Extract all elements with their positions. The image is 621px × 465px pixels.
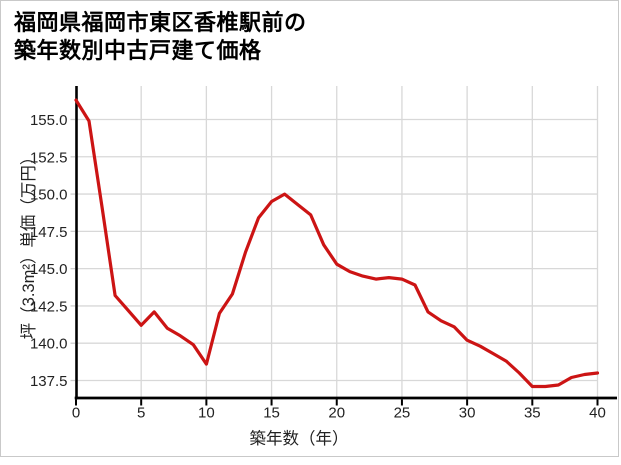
y-tick-label: 142.5 xyxy=(30,298,68,315)
y-tick-label: 150.0 xyxy=(30,187,68,204)
price-curve xyxy=(74,98,600,389)
chart-title-line1: 福岡県福岡市東区香椎駅前の xyxy=(14,10,307,35)
x-tick-label: 5 xyxy=(137,405,145,422)
chart-title-line2: 築年数別中古戸建て価格 xyxy=(14,38,262,63)
chart-panel: 福岡県福岡市東区香椎駅前の 築年数別中古戸建て価格 0 5 10 15 20 25 30 35… xyxy=(0,0,619,457)
x-tick-label: 25 xyxy=(394,405,411,422)
x-tick-label: 20 xyxy=(328,405,345,422)
y-tick-label: 145.0 xyxy=(30,261,68,278)
x-tick-label: 10 xyxy=(198,405,215,422)
x-tick-label: 30 xyxy=(459,405,476,422)
y-tick-label: 147.5 xyxy=(30,224,68,241)
x-tick-label: 15 xyxy=(263,405,280,422)
chart-title: 福岡県福岡市東区香椎駅前の 築年数別中古戸建て価格 xyxy=(14,9,307,65)
x-tick-label: 40 xyxy=(589,405,606,422)
y-axis-label: 坪（3.3m²）単価（万円） xyxy=(20,148,38,340)
y-tick-label: 152.5 xyxy=(30,149,68,166)
y-tick-label: 155.0 xyxy=(30,112,68,129)
x-axis-label: 築年数（年） xyxy=(249,430,349,448)
y-tick-label: 137.5 xyxy=(30,373,68,390)
price-line-chart: 0 5 10 15 20 25 30 35 40 137.5 140.0 142.5 145.0 147.… xyxy=(30,86,617,422)
y-tick-label: 140.0 xyxy=(30,336,68,353)
x-tick-label: 0 xyxy=(72,405,80,422)
x-tick-label: 35 xyxy=(524,405,541,422)
